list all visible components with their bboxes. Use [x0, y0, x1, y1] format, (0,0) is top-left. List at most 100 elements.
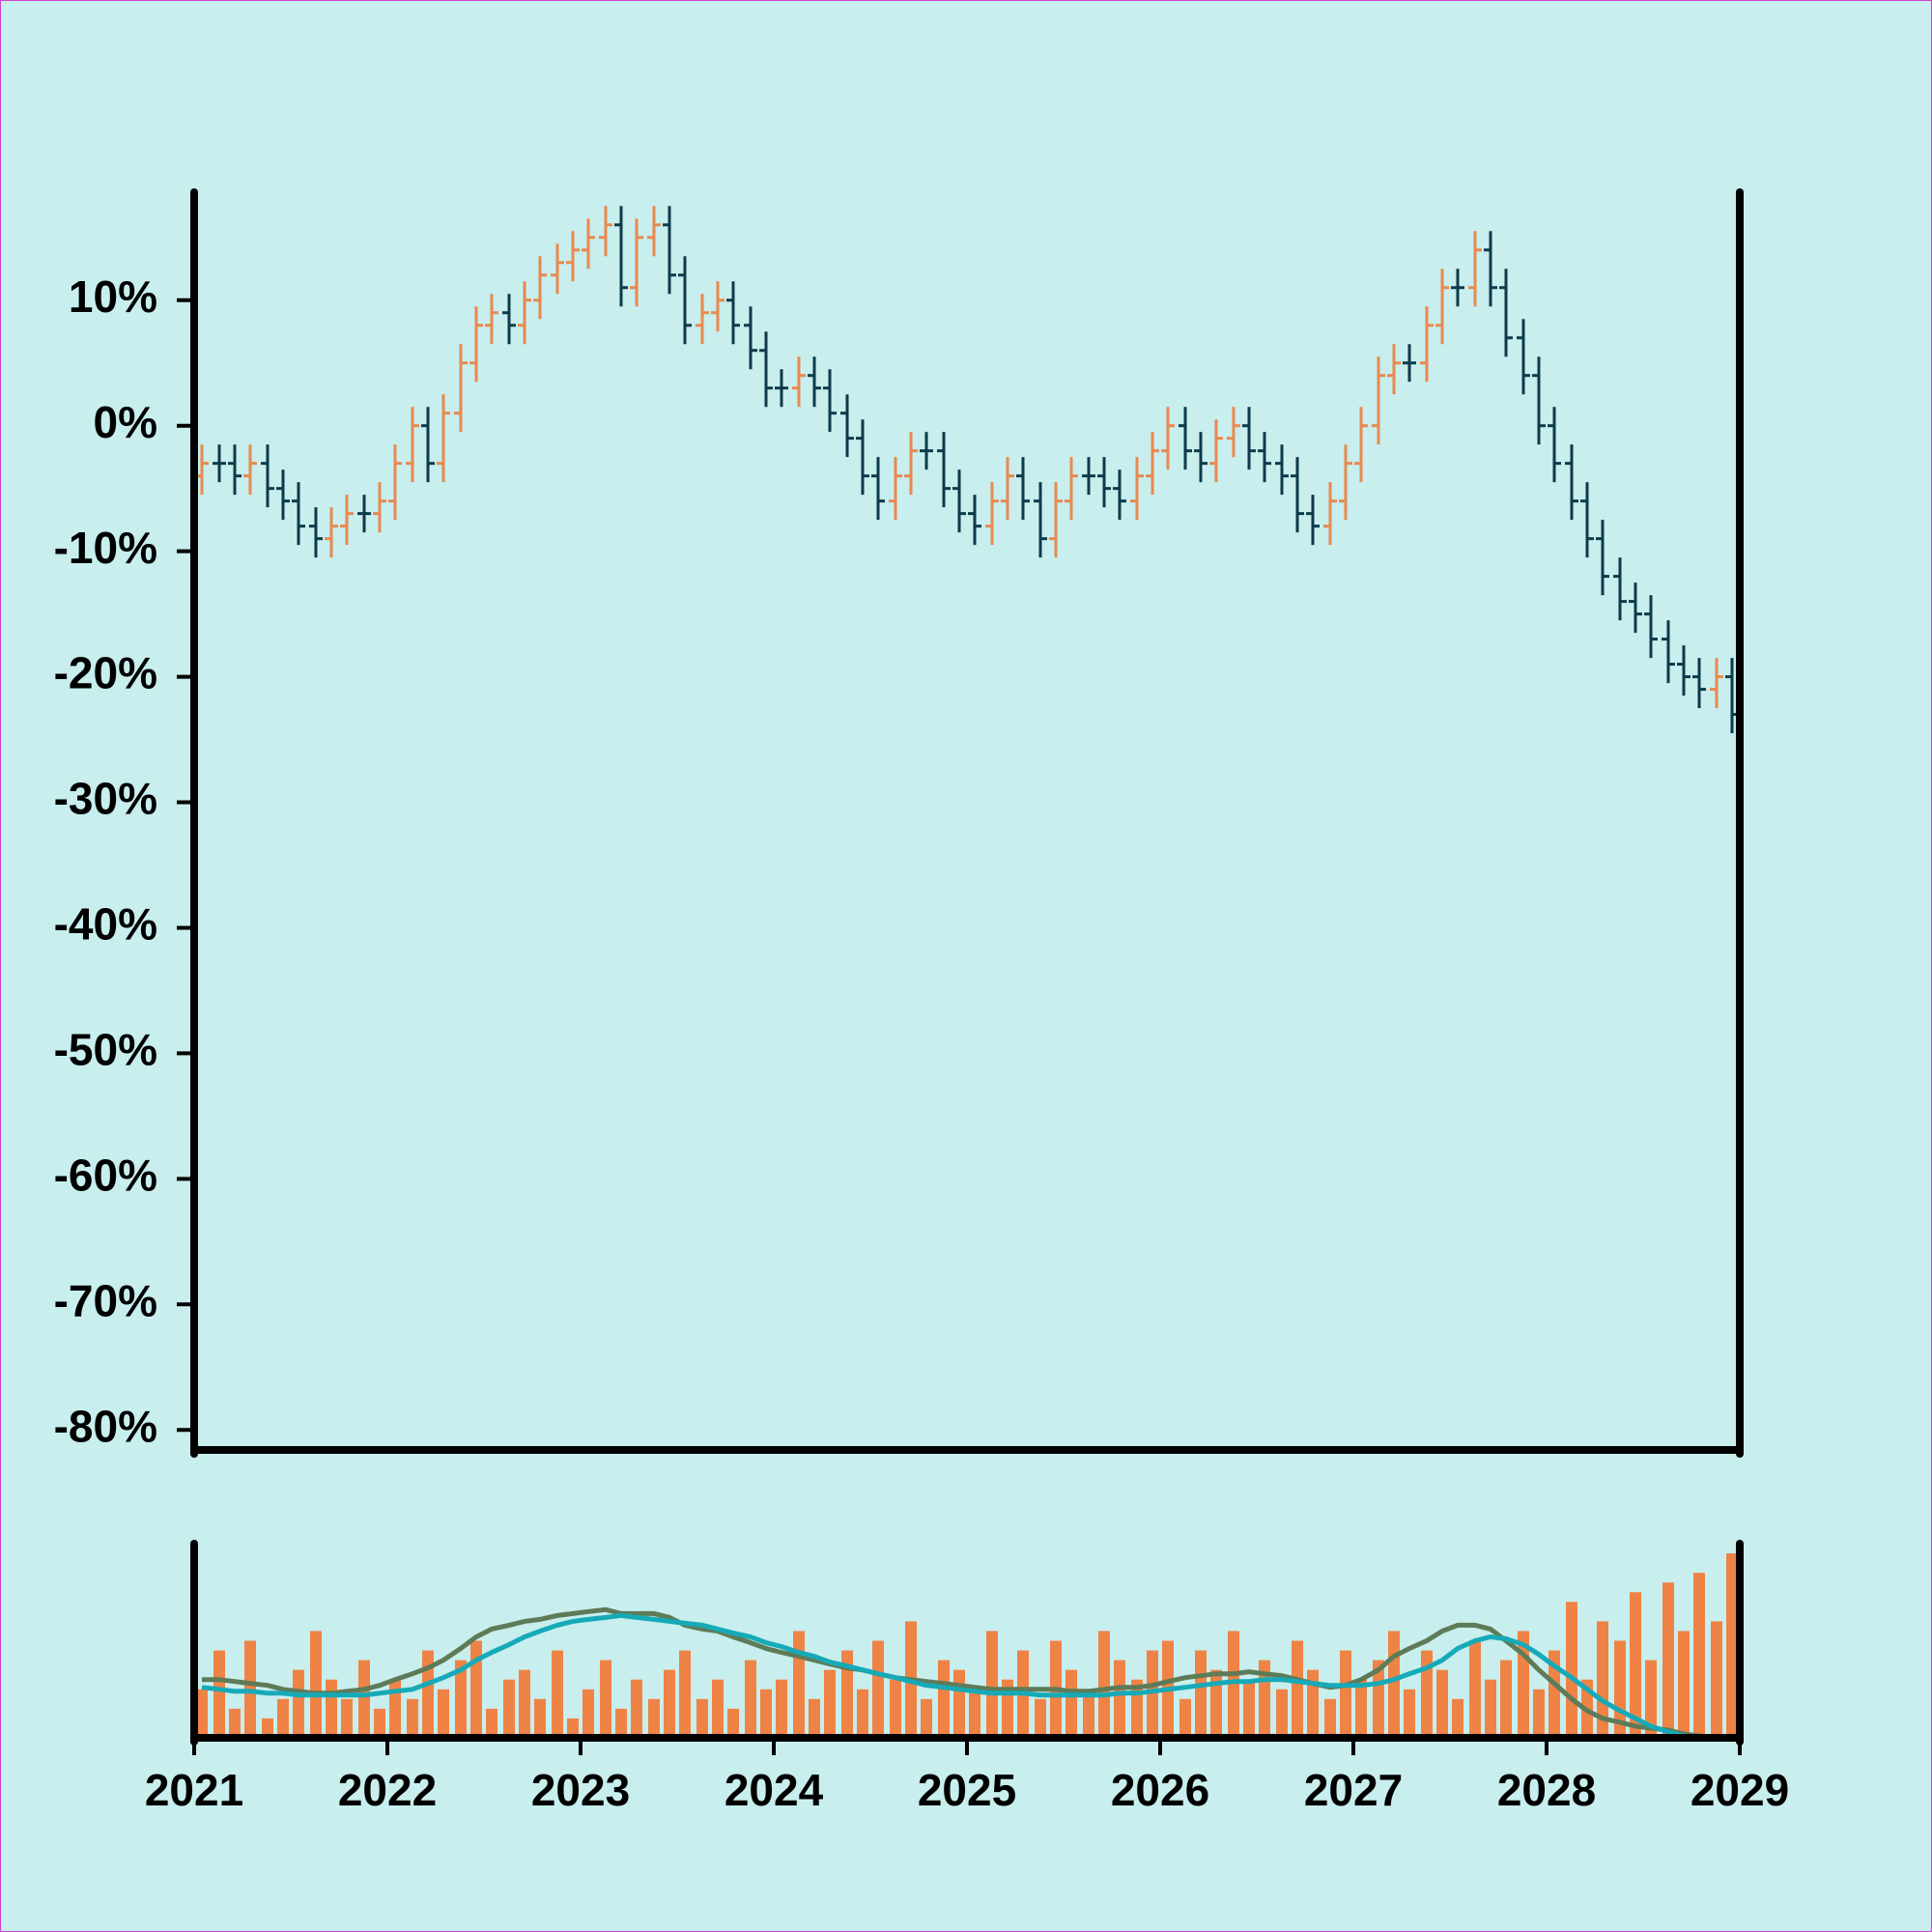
- volume-bar: [921, 1698, 932, 1738]
- y-tick-label: 0%: [94, 397, 157, 447]
- volume-bar: [1485, 1679, 1496, 1738]
- y-tick-label: -70%: [54, 1275, 157, 1325]
- x-tick-label: 2021: [145, 1765, 243, 1815]
- volume-bar: [310, 1631, 322, 1738]
- volume-bar: [1243, 1679, 1255, 1738]
- volume-bar: [712, 1679, 724, 1738]
- volume-bar: [552, 1650, 563, 1738]
- volume-bar: [1452, 1698, 1463, 1738]
- volume-bar: [938, 1660, 950, 1738]
- volume-bar: [1630, 1592, 1641, 1738]
- y-tick-label: -40%: [54, 899, 157, 950]
- volume-bar: [293, 1669, 304, 1738]
- volume-bar: [1210, 1669, 1222, 1738]
- volume-bar: [824, 1669, 836, 1738]
- volume-bar: [600, 1660, 611, 1738]
- volume-bar: [1404, 1689, 1415, 1738]
- volume-bar: [872, 1640, 884, 1738]
- volume-bar: [213, 1650, 225, 1738]
- volume-bar: [1083, 1689, 1094, 1738]
- volume-bar: [422, 1650, 434, 1738]
- x-tick-label: 2028: [1497, 1765, 1596, 1815]
- volume-bar: [1693, 1573, 1705, 1738]
- x-tick-label: 2023: [531, 1765, 630, 1815]
- y-tick-label: 10%: [69, 271, 157, 322]
- moving-average-line: [201, 1612, 1732, 1741]
- volume-bar: [1373, 1660, 1384, 1738]
- volume-bar: [953, 1669, 965, 1738]
- volume-bar: [1500, 1660, 1512, 1738]
- volume-bar: [503, 1679, 515, 1738]
- volume-bar: [1678, 1631, 1690, 1738]
- volume-bar: [326, 1679, 337, 1738]
- volume-bar: [760, 1689, 772, 1738]
- y-tick-label: -60%: [54, 1150, 157, 1200]
- volume-bar: [567, 1718, 579, 1738]
- volume-bar: [1098, 1631, 1110, 1738]
- volume-bar: [1421, 1650, 1433, 1738]
- y-tick-label: -50%: [54, 1025, 157, 1075]
- volume-bar: [969, 1689, 980, 1738]
- volume-bar: [1533, 1689, 1545, 1738]
- volume-bar: [664, 1669, 675, 1738]
- x-tick-label: 2024: [724, 1765, 824, 1815]
- volume-bar: [1597, 1621, 1608, 1738]
- volume-bar: [1645, 1660, 1657, 1738]
- volume-bar: [1662, 1582, 1674, 1738]
- volume-bar: [745, 1660, 756, 1738]
- volume-bar: [696, 1698, 708, 1738]
- volume-bar: [1307, 1669, 1319, 1738]
- volume-bar: [389, 1679, 401, 1738]
- x-tick-label: 2026: [1111, 1765, 1209, 1815]
- volume-bar: [1114, 1660, 1125, 1738]
- volume-bar: [358, 1660, 370, 1738]
- volume-bar: [809, 1698, 820, 1738]
- volume-bar: [648, 1698, 660, 1738]
- volume-bar: [486, 1708, 497, 1738]
- volume-bar: [679, 1650, 691, 1738]
- volume-bar: [857, 1689, 868, 1738]
- volume-bar: [277, 1698, 289, 1738]
- volume-bar: [793, 1631, 805, 1738]
- volume-bar: [374, 1708, 385, 1738]
- moving-average-line: [202, 1606, 1732, 1741]
- volume-bar: [1147, 1650, 1158, 1738]
- x-tick-label: 2027: [1304, 1765, 1403, 1815]
- volume-bar: [1228, 1631, 1239, 1738]
- volume-bar: [229, 1708, 241, 1738]
- volume-bar: [455, 1660, 467, 1738]
- volume-bar: [582, 1689, 594, 1738]
- volume-bar: [407, 1698, 418, 1738]
- volume-bar: [1340, 1650, 1351, 1738]
- volume-bar: [1388, 1631, 1400, 1738]
- volume-bar: [1065, 1669, 1077, 1738]
- volume-bar: [262, 1718, 273, 1738]
- volume-bar: [1195, 1650, 1207, 1738]
- volume-bar: [776, 1679, 787, 1738]
- volume-bar: [727, 1708, 739, 1738]
- x-tick-label: 2029: [1690, 1765, 1789, 1815]
- y-tick-label: -10%: [54, 523, 157, 573]
- volume-bar: [631, 1679, 642, 1738]
- y-tick-label: -30%: [54, 774, 157, 824]
- volume-bar: [1179, 1698, 1191, 1738]
- y-tick-label: -20%: [54, 648, 157, 698]
- volume-bar: [470, 1640, 482, 1738]
- volume-bar: [1355, 1679, 1367, 1738]
- volume-bar: [1324, 1698, 1336, 1738]
- volume-bar: [1292, 1640, 1303, 1738]
- x-tick-label: 2025: [918, 1765, 1016, 1815]
- volume-bar: [1276, 1689, 1288, 1738]
- volume-bar: [841, 1650, 853, 1738]
- volume-bar: [1469, 1640, 1481, 1738]
- x-tick-label: 2022: [338, 1765, 437, 1815]
- volume-bar: [1548, 1650, 1560, 1738]
- volume-bar: [519, 1669, 530, 1738]
- volume-bar: [1711, 1621, 1722, 1738]
- volume-bar: [890, 1679, 901, 1738]
- volume-bar: [196, 1689, 208, 1738]
- volume-bar: [986, 1631, 998, 1738]
- volume-bar: [1035, 1698, 1046, 1738]
- y-tick-label: -80%: [54, 1401, 157, 1451]
